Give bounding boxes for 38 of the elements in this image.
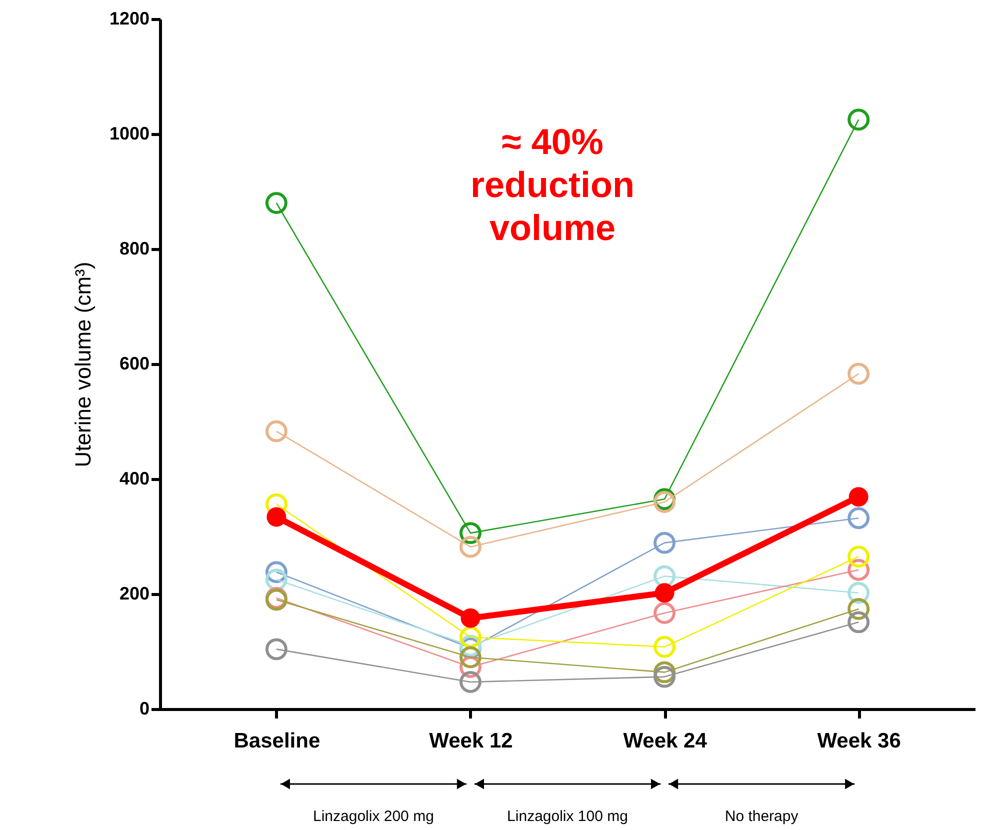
- x-tick-label: Week 12: [429, 730, 513, 752]
- y-axis-title: Uterine volume (cm³): [70, 262, 96, 468]
- y-tick-label: 1000: [109, 124, 150, 144]
- point: [654, 583, 674, 603]
- x-tick-label: Week 24: [623, 730, 708, 752]
- x-tick-label: Week 36: [817, 730, 901, 752]
- point: [266, 507, 286, 527]
- point: [654, 636, 676, 658]
- point: [848, 362, 870, 385]
- point: [654, 602, 676, 624]
- point: [848, 546, 870, 568]
- point: [265, 192, 288, 214]
- point: [265, 638, 288, 660]
- y-tick-label: 400: [119, 468, 150, 488]
- y-tick-label: 800: [119, 238, 150, 258]
- point: [265, 420, 288, 442]
- point: [848, 611, 870, 634]
- x-tick-label: Baseline: [234, 730, 320, 752]
- text: Linzagolix 100 mg: [507, 808, 628, 825]
- point: [459, 671, 482, 693]
- point: [654, 666, 676, 688]
- y-tick-label: 1200: [109, 8, 150, 28]
- text: Linzagolix 200 mg: [312, 808, 434, 825]
- point: [848, 507, 870, 530]
- point: [654, 565, 676, 588]
- point: [848, 598, 870, 620]
- y-tick-label: 200: [119, 584, 150, 604]
- y-tick-label: 0: [139, 698, 150, 718]
- point: [459, 626, 482, 648]
- text: No therapy: [724, 808, 799, 825]
- point: [459, 646, 482, 668]
- point: [848, 487, 868, 507]
- point: [460, 608, 480, 628]
- point: [654, 532, 676, 554]
- y-tick-label: 600: [119, 354, 150, 374]
- point: [848, 108, 870, 131]
- annotation: ≈ 40% reduction volume: [470, 121, 635, 248]
- point: [459, 536, 482, 558]
